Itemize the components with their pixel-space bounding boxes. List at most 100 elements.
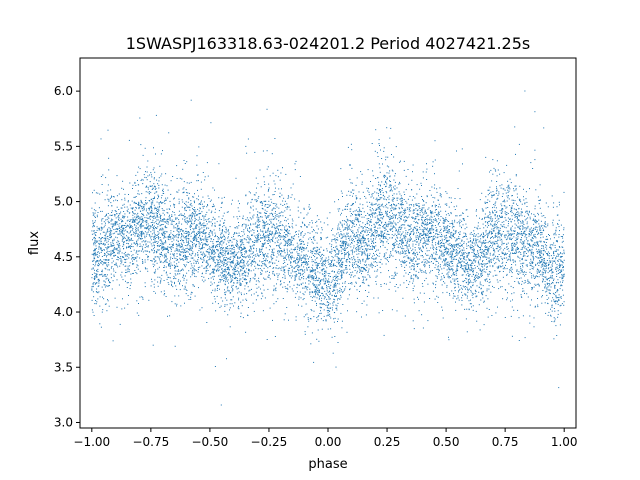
- data-point: [134, 202, 136, 204]
- data-point: [203, 205, 205, 207]
- data-point: [382, 192, 384, 194]
- data-point: [380, 194, 382, 195]
- data-point: [389, 254, 391, 256]
- data-point: [173, 278, 175, 280]
- data-point: [538, 200, 540, 201]
- data-point: [284, 200, 286, 202]
- data-point: [544, 261, 546, 263]
- data-point: [473, 235, 475, 237]
- data-point: [195, 245, 197, 247]
- data-point: [370, 235, 372, 237]
- data-point: [529, 250, 531, 252]
- data-point: [255, 274, 256, 276]
- data-point: [218, 163, 220, 165]
- data-point: [286, 259, 287, 261]
- data-point: [492, 194, 494, 196]
- data-point: [345, 260, 347, 262]
- data-point: [541, 224, 543, 226]
- data-point: [313, 316, 315, 318]
- data-point: [499, 270, 501, 272]
- data-point: [103, 243, 104, 245]
- data-point: [361, 231, 363, 233]
- data-point: [130, 234, 132, 236]
- data-point: [304, 333, 306, 335]
- data-point: [466, 238, 468, 240]
- data-point: [502, 231, 504, 232]
- data-point: [364, 267, 366, 269]
- data-point: [224, 219, 226, 221]
- data-point: [286, 234, 288, 236]
- data-point: [462, 213, 464, 214]
- data-point: [294, 275, 296, 277]
- data-point: [538, 223, 540, 225]
- data-point: [354, 263, 356, 265]
- data-point: [444, 203, 446, 205]
- data-point: [145, 186, 147, 188]
- data-point: [330, 260, 332, 261]
- data-point: [160, 254, 161, 255]
- data-point: [387, 156, 389, 158]
- data-point: [364, 239, 366, 241]
- data-point: [517, 217, 518, 219]
- data-point: [98, 207, 100, 209]
- data-point: [160, 291, 162, 293]
- data-point: [346, 261, 348, 263]
- data-point: [254, 151, 256, 153]
- data-point: [463, 286, 465, 288]
- data-point: [282, 298, 284, 299]
- data-point: [321, 303, 323, 305]
- data-point: [460, 255, 462, 257]
- data-point: [296, 287, 298, 289]
- data-point: [159, 253, 161, 255]
- data-point: [508, 223, 509, 225]
- data-point: [136, 227, 138, 229]
- data-point: [198, 146, 200, 148]
- data-point: [400, 200, 402, 202]
- data-point: [383, 177, 385, 179]
- data-point: [332, 352, 334, 354]
- data-point: [348, 253, 350, 255]
- data-point: [307, 212, 309, 214]
- data-point: [561, 261, 563, 263]
- data-point: [221, 249, 223, 251]
- data-point: [195, 246, 197, 248]
- data-point: [425, 258, 427, 260]
- data-point: [260, 288, 261, 290]
- data-point: [288, 238, 290, 240]
- data-point: [282, 200, 284, 202]
- data-point: [372, 204, 374, 206]
- data-point: [384, 257, 386, 259]
- data-point: [175, 274, 177, 276]
- data-point: [151, 206, 152, 208]
- data-point: [550, 314, 551, 316]
- data-point: [472, 305, 474, 307]
- data-point: [209, 258, 211, 260]
- data-point: [158, 208, 160, 210]
- data-point: [404, 227, 406, 229]
- data-point: [130, 278, 132, 280]
- data-point: [495, 232, 497, 234]
- data-point: [165, 240, 166, 242]
- data-point: [173, 230, 175, 232]
- data-point: [181, 199, 183, 201]
- data-point: [413, 217, 415, 219]
- data-point: [487, 215, 489, 217]
- data-point: [159, 276, 161, 278]
- data-point: [440, 210, 442, 212]
- data-point: [563, 191, 565, 193]
- data-point: [339, 271, 341, 273]
- data-point: [309, 318, 311, 320]
- data-point: [492, 245, 493, 247]
- data-point: [549, 260, 551, 262]
- data-point: [410, 231, 412, 233]
- data-point: [322, 303, 324, 305]
- data-point: [161, 221, 163, 222]
- data-point: [363, 250, 365, 252]
- data-point: [457, 244, 459, 246]
- data-point: [142, 260, 144, 262]
- data-point: [439, 255, 440, 257]
- data-point: [100, 242, 102, 244]
- data-point: [435, 244, 437, 246]
- data-point: [217, 249, 219, 250]
- data-point: [187, 206, 189, 208]
